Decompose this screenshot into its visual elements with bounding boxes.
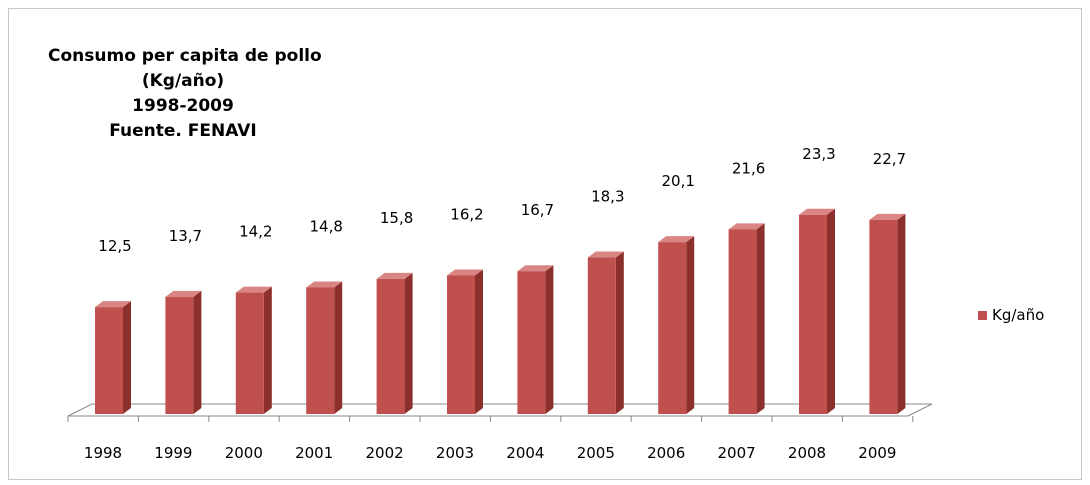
bar <box>165 296 194 414</box>
bar-top <box>517 265 554 272</box>
bar <box>728 229 757 414</box>
bar <box>799 214 827 414</box>
bar-side <box>545 265 554 414</box>
bar-top <box>587 251 624 258</box>
bar <box>306 287 335 414</box>
bar-side <box>334 281 343 414</box>
bar <box>95 307 123 414</box>
bar <box>376 278 405 414</box>
legend: Kg/año <box>978 306 1044 324</box>
data-label: 15,8 <box>380 209 413 227</box>
title-line: (Kg/año) <box>141 71 225 91</box>
data-label: 23,3 <box>802 145 835 163</box>
bar <box>587 257 616 414</box>
x-tick-label: 2004 <box>506 444 544 462</box>
data-label: 13,7 <box>169 227 202 245</box>
bar-side <box>123 301 131 414</box>
bar-top <box>658 236 695 243</box>
bar-side <box>404 272 413 414</box>
title-line: Consumo per capita de pollo <box>48 46 322 66</box>
bar-side <box>827 208 835 414</box>
bar-side <box>263 286 272 414</box>
x-tick-label: 2007 <box>718 444 756 462</box>
bar <box>658 242 687 414</box>
bar <box>235 292 264 414</box>
bar-top <box>869 213 906 220</box>
chart-floor <box>67 403 933 417</box>
bar-top <box>799 208 835 215</box>
bar <box>517 271 546 414</box>
x-tick-label: 2009 <box>858 444 896 462</box>
bar-top <box>376 272 413 279</box>
x-tick-label: 1999 <box>154 444 192 462</box>
bar-side <box>756 223 765 414</box>
x-tick-label: 2000 <box>225 444 263 462</box>
bar-top <box>447 269 483 276</box>
title-line: 1998-2009 <box>132 96 234 116</box>
x-tick-label: 2001 <box>295 444 333 462</box>
data-label: 21,6 <box>732 159 765 177</box>
data-label: 22,7 <box>873 150 906 168</box>
data-label: 12,5 <box>98 237 131 255</box>
bar-top <box>728 223 765 230</box>
x-tick-label: 2005 <box>577 444 615 462</box>
data-label: 14,2 <box>239 223 272 241</box>
bar <box>447 275 475 414</box>
x-tick-label: 2006 <box>647 444 685 462</box>
legend-label: Kg/año <box>992 306 1045 324</box>
chart-title: Consumo per capita de pollo (Kg/año) 199… <box>48 44 322 144</box>
data-label: 16,7 <box>521 201 554 219</box>
x-tick-label: 1998 <box>84 444 122 462</box>
data-label: 18,3 <box>591 188 624 206</box>
x-tick-label: 2003 <box>436 444 474 462</box>
bar-top <box>235 286 272 293</box>
data-label: 16,2 <box>450 205 483 223</box>
legend-swatch <box>978 310 987 320</box>
bar <box>869 219 898 414</box>
bar-side <box>475 269 483 414</box>
bar-top <box>306 281 343 288</box>
bar-side <box>686 236 695 414</box>
x-tick-label: 2002 <box>366 444 404 462</box>
bar-side <box>193 290 202 414</box>
bar-top <box>95 301 131 308</box>
bar-side <box>897 213 906 414</box>
x-tick-label: 2008 <box>788 444 826 462</box>
data-label: 14,8 <box>309 217 342 235</box>
title-line: Fuente. FENAVI <box>109 121 257 141</box>
bar-side <box>615 251 624 414</box>
data-label: 20,1 <box>661 172 694 190</box>
bar-top <box>165 290 202 297</box>
